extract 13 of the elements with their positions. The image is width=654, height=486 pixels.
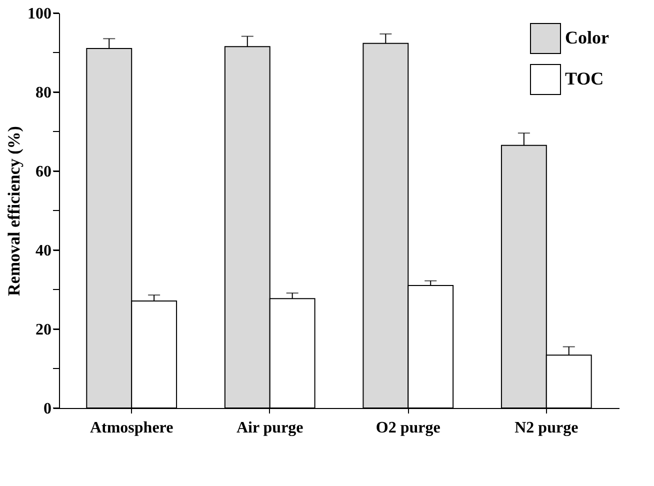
x-tick-label: Air purge <box>236 420 304 436</box>
x-tick-label: O2 purge <box>376 420 440 436</box>
y-tick-label: 100 <box>28 6 52 22</box>
y-tick-label: 60 <box>36 164 52 180</box>
x-tick-label: Atmosphere <box>90 420 174 436</box>
y-tick-label: 40 <box>36 242 52 260</box>
x-tick-label: N2 purge <box>514 420 578 436</box>
legend-label: Color <box>565 28 609 48</box>
y-tick-label: 80 <box>36 84 52 102</box>
legend-label: TOC <box>565 68 604 88</box>
y-tick-label: 0 <box>44 400 52 418</box>
y-axis-title: Removal efficiency (%) <box>4 126 24 296</box>
y-tick-label: 20 <box>36 322 52 338</box>
